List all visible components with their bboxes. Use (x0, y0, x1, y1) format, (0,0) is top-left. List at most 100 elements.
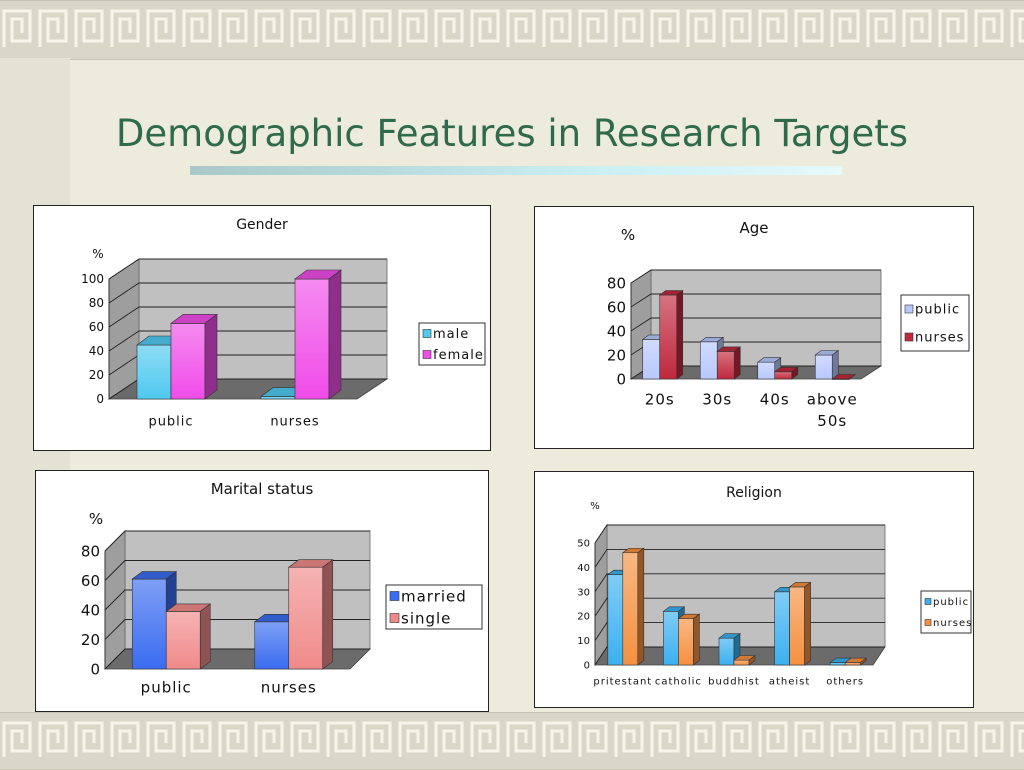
key-motif (650, 721, 680, 757)
key-motif (74, 9, 104, 47)
y-tick-label: 30 (577, 587, 590, 598)
bar-nurses-others (844, 657, 868, 666)
key-motif (614, 721, 644, 757)
chart-title: Gender (236, 217, 288, 233)
unit-label: % (590, 501, 600, 512)
key-motif (794, 9, 824, 47)
legend-label-single: single (401, 609, 451, 627)
bar-face (165, 611, 201, 670)
y-tick-label: 0 (584, 661, 590, 672)
y-tick-label: 60 (81, 572, 100, 590)
bar-face (774, 591, 790, 666)
bar-side (733, 346, 741, 380)
bar-nurses-atheist (788, 581, 812, 666)
key-motif (326, 9, 356, 47)
plot-side-wall (594, 523, 608, 667)
y-tick-label: 80 (89, 296, 104, 310)
bar-nurses-40s (773, 366, 799, 380)
bar-face (699, 341, 718, 380)
key-motif (686, 9, 716, 47)
key-motif (722, 721, 752, 757)
bar-side (804, 581, 811, 666)
y-tick-label: 40 (607, 322, 626, 340)
bar-side (791, 366, 799, 380)
gridline (594, 573, 885, 593)
y-tick-label: 60 (607, 298, 626, 316)
key-motif (830, 721, 860, 757)
x-category-label: nurses (270, 415, 319, 430)
title-underline (190, 166, 842, 175)
legend-swatch-nurses (924, 619, 932, 626)
key-motif (254, 9, 284, 47)
y-tick-label: 20 (607, 346, 626, 364)
x-category-label: catholic (655, 677, 702, 688)
key-motif (578, 721, 608, 757)
key-motif (74, 721, 104, 757)
x-category-label: 20s (645, 390, 675, 408)
legend-swatch-public (904, 304, 914, 314)
key-motif (650, 9, 680, 47)
y-tick-label: 40 (577, 563, 590, 574)
chart-title: Religion (726, 485, 782, 501)
gridline (630, 317, 881, 332)
bar-face (294, 278, 330, 400)
y-tick-label: 80 (81, 542, 100, 560)
key-motif (434, 721, 464, 757)
key-motif (2, 9, 32, 47)
key-motif (110, 721, 140, 757)
key-motif (398, 721, 428, 757)
x-category-label: nurses (261, 678, 317, 696)
bar-side (204, 313, 218, 400)
chart-religion: Religion% 0 10 20 30 40 50 pritestant catholic bu… (534, 471, 974, 708)
gridline (630, 269, 881, 284)
key-motif (506, 721, 536, 757)
y-tick-label: 40 (81, 601, 100, 619)
bar-side (637, 547, 645, 666)
chart-marital-status: Marital status% 0 20 40 60 80 public nurses marr… (35, 470, 489, 712)
bar-face (622, 552, 639, 666)
legend-label-public: public (933, 597, 969, 608)
bar-face (789, 586, 805, 666)
legend-box (385, 584, 483, 630)
bar-side (199, 603, 211, 670)
bar-nurses-catholic (677, 613, 701, 666)
x-category-label: others (826, 677, 864, 688)
y-tick-label: 20 (81, 631, 100, 649)
legend-label-male: male (433, 327, 469, 342)
key-motif (290, 9, 320, 47)
bar-face (607, 574, 624, 666)
y-tick-label: 10 (577, 636, 590, 647)
bar-single-nurses (287, 559, 334, 670)
y-tick-label: 0 (90, 660, 100, 678)
gridline (104, 530, 370, 552)
legend-label-public: public (915, 303, 960, 318)
key-motif (542, 9, 572, 47)
y-tick-label: 20 (577, 612, 590, 623)
key-motif (542, 721, 572, 757)
key-motif (758, 9, 788, 47)
bar-face (659, 294, 678, 380)
bar-face (757, 361, 776, 380)
key-motif (470, 9, 500, 47)
legend-swatch-single (389, 613, 400, 623)
bar-face (288, 566, 324, 670)
bar-side (676, 289, 684, 380)
legend-label-female: female (433, 348, 484, 363)
legend-swatch-female (422, 350, 432, 359)
bar-female-public (170, 313, 218, 400)
key-motif (794, 721, 824, 757)
bar-side (859, 657, 867, 666)
y-tick-label: 80 (607, 274, 626, 292)
key-motif (470, 721, 500, 757)
key-motif (290, 721, 320, 757)
bar-face (844, 662, 861, 666)
key-motif (686, 721, 716, 757)
bar-female-nurses (294, 269, 342, 400)
bar-face (642, 339, 661, 380)
key-motif (1010, 721, 1024, 757)
y-tick-label: 100 (81, 272, 104, 286)
bar-side (328, 269, 342, 400)
unit-label: % (621, 226, 635, 244)
legend-label-nurses: nurses (915, 331, 964, 346)
chart-age: Age% 0 20 40 60 80 20s 30s 40s above 50s public nurs… (534, 206, 974, 449)
